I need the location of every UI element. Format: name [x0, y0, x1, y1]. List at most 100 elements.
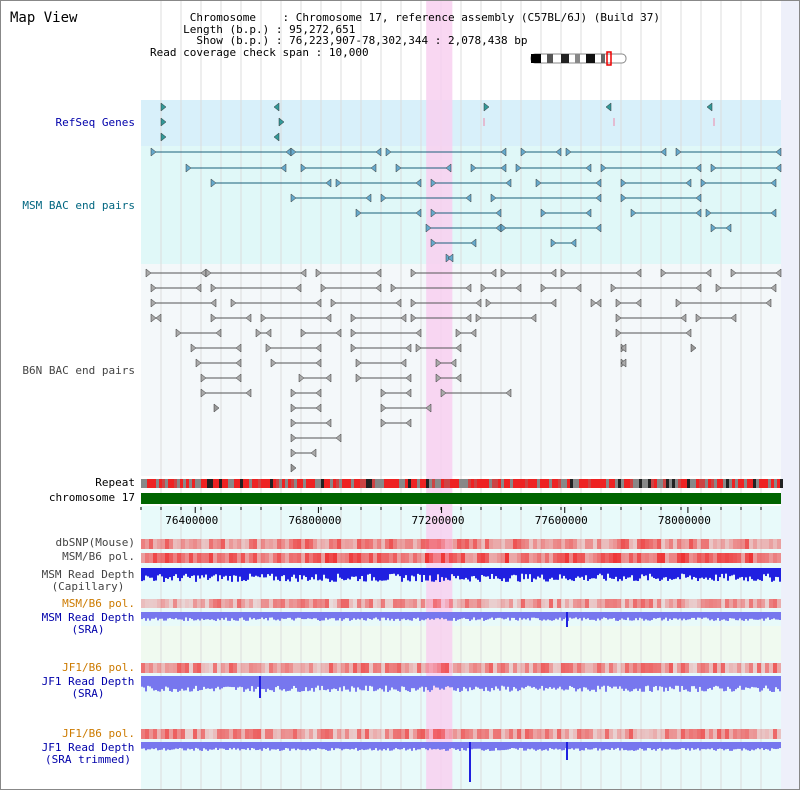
- depth-bar: [553, 612, 555, 621]
- polymorphism-cell: [549, 663, 553, 673]
- depth-bar: [761, 568, 763, 581]
- refseq-genes-label[interactable]: RefSeq Genes: [55, 116, 135, 129]
- msm-b6-pol-label-2[interactable]: MSM/B6 pol.: [62, 597, 135, 610]
- polymorphism-cell: [713, 663, 717, 673]
- feature-arrow: [730, 313, 737, 323]
- depth-bar: [675, 612, 677, 619]
- polymorphism-cell: [349, 663, 353, 673]
- depth-bar: [411, 568, 413, 576]
- depth-bar: [289, 568, 291, 582]
- depth-bar: [645, 742, 647, 751]
- depth-bar: [693, 568, 695, 577]
- repeat-segment: [675, 479, 678, 488]
- depth-bar: [161, 742, 163, 750]
- depth-bar: [745, 568, 747, 578]
- repeat-segment: [543, 479, 546, 488]
- msm-b6-pol-label-1[interactable]: MSM/B6 pol.: [62, 550, 135, 563]
- jf1-b6-pol-label-1[interactable]: JF1/B6 pol.: [62, 661, 135, 674]
- repeat-segment: [480, 479, 483, 488]
- depth-bar: [547, 742, 549, 751]
- depth-bar: [597, 676, 599, 686]
- polymorphism-cell: [217, 553, 221, 563]
- depth-bar: [241, 676, 243, 688]
- depth-bar: [271, 742, 273, 750]
- depth-bar: [231, 612, 233, 619]
- depth-bar: [649, 676, 651, 691]
- polymorphism-cell: [361, 599, 365, 608]
- depth-bar: [601, 612, 603, 619]
- feature-arrow: [265, 328, 272, 338]
- jf1-read-depth-trimmed-label[interactable]: JF1 Read Depth (SRA trimmed): [41, 741, 135, 766]
- depth-bar: [679, 676, 681, 692]
- repeat-segment: [630, 479, 633, 488]
- feature-arrow: [770, 178, 777, 188]
- depth-bar: [525, 568, 527, 575]
- repeat-segment: [204, 479, 207, 488]
- depth-bar: [521, 742, 523, 748]
- polymorphism-cell: [381, 599, 385, 608]
- polymorphism-cell: [525, 729, 529, 739]
- polymorphism-cell: [449, 729, 453, 739]
- jf1-read-depth-sra-label[interactable]: JF1 Read Depth (SRA): [41, 675, 135, 700]
- depth-bar: [341, 676, 343, 692]
- depth-bar: [537, 568, 539, 577]
- polymorphism-cell: [765, 539, 769, 549]
- msm-bac-label[interactable]: MSM BAC end pairs: [22, 199, 135, 212]
- depth-bar: [327, 568, 329, 579]
- msm-read-depth-sra-label[interactable]: MSM Read Depth (SRA): [41, 611, 135, 636]
- depth-bar: [611, 676, 613, 689]
- polymorphism-cell: [537, 663, 541, 673]
- depth-bar: [155, 612, 157, 618]
- dbsnp-label[interactable]: dbSNP(Mouse): [55, 536, 135, 549]
- depth-bar: [679, 612, 681, 619]
- polymorphism-cell: [569, 599, 573, 608]
- depth-bar: [559, 612, 561, 618]
- polymorphism-cell: [269, 729, 273, 739]
- polymorphism-cell: [513, 553, 517, 563]
- depth-bar: [677, 568, 679, 578]
- depth-bar: [327, 612, 329, 620]
- depth-bar: [297, 676, 299, 692]
- depth-bar: [585, 742, 587, 749]
- repeat-segment: [726, 479, 729, 488]
- depth-bar: [583, 568, 585, 580]
- polymorphism-cell: [389, 729, 393, 739]
- msm-read-depth-capillary-label[interactable]: MSM Read Depth (Capillary): [41, 568, 135, 593]
- polymorphism-cell: [497, 539, 501, 549]
- repeat-segment: [606, 479, 609, 488]
- jf1-b6-pol-label-2[interactable]: JF1/B6 pol.: [62, 727, 135, 740]
- depth-bar: [221, 676, 223, 689]
- polymorphism-cell: [585, 729, 589, 739]
- depth-bar: [281, 676, 283, 691]
- depth-bar: [527, 612, 529, 619]
- depth-bar: [447, 676, 449, 687]
- depth-bar: [775, 612, 777, 620]
- polymorphism-cell: [169, 729, 173, 739]
- feature-arrow: [455, 343, 462, 353]
- depth-bar: [651, 612, 653, 620]
- depth-bar: [205, 742, 207, 750]
- polymorphism-cell: [617, 663, 621, 673]
- polymorphism-cell: [465, 539, 469, 549]
- polymorphism-cell: [229, 663, 233, 673]
- b6n-bac-label[interactable]: B6N BAC end pairs: [22, 364, 135, 377]
- polymorphism-cell: [637, 599, 641, 608]
- polymorphism-cell: [533, 553, 537, 563]
- polymorphism-cell: [657, 663, 661, 673]
- polymorphism-cell: [489, 663, 493, 673]
- polymorphism-cell: [253, 553, 257, 563]
- polymorphism-cell: [625, 663, 629, 673]
- repeat-segment: [303, 479, 306, 488]
- depth-bar: [401, 676, 403, 687]
- polymorphism-cell: [593, 539, 597, 549]
- polymorphism-cell: [301, 539, 305, 549]
- depth-bar: [341, 612, 343, 621]
- polymorphism-cell: [465, 729, 469, 739]
- depth-bar: [449, 612, 451, 621]
- depth-bar: [583, 742, 585, 751]
- depth-bar: [483, 742, 485, 751]
- depth-bar: [685, 742, 687, 751]
- repeat-segment: [519, 479, 522, 488]
- polymorphism-cell: [513, 599, 517, 608]
